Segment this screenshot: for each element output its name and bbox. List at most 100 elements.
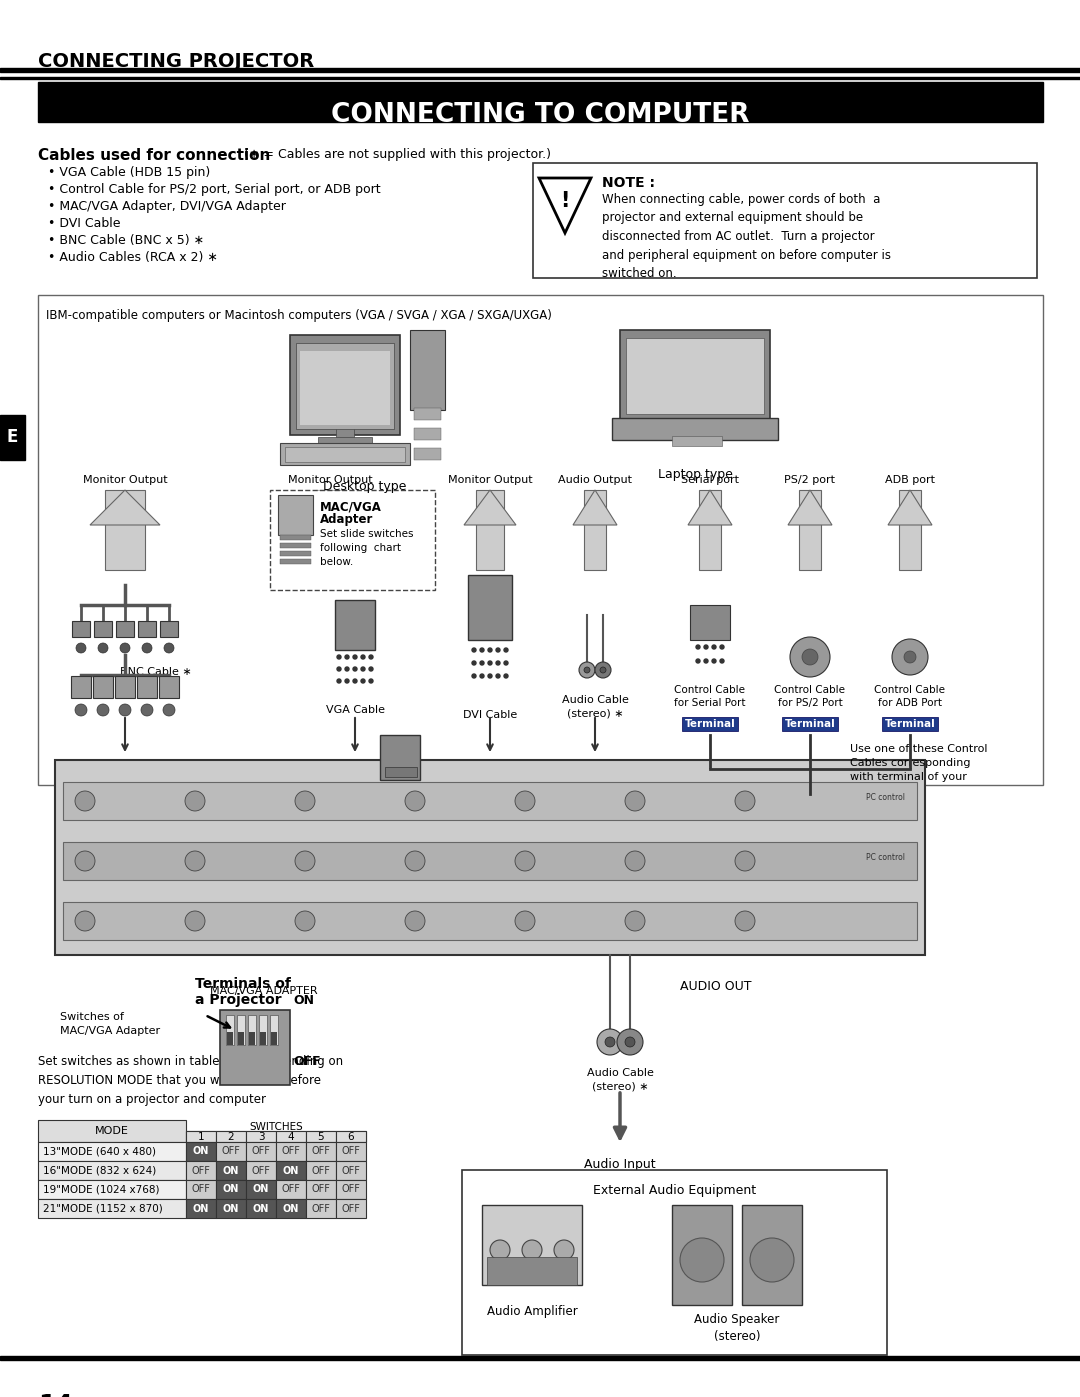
Circle shape — [337, 655, 341, 659]
Bar — [216, 1199, 246, 1218]
Circle shape — [496, 673, 500, 678]
Circle shape — [490, 1241, 510, 1260]
Text: • MAC/VGA Adapter, DVI/VGA Adapter: • MAC/VGA Adapter, DVI/VGA Adapter — [48, 200, 286, 212]
Circle shape — [353, 679, 357, 683]
Circle shape — [735, 911, 755, 930]
Text: !: ! — [561, 191, 569, 211]
Circle shape — [295, 911, 315, 930]
Bar — [246, 1199, 276, 1218]
Circle shape — [185, 791, 205, 812]
Text: ON: ON — [222, 1203, 239, 1214]
Text: 4: 4 — [287, 1133, 295, 1143]
Text: OFF: OFF — [341, 1185, 361, 1194]
Circle shape — [345, 666, 349, 671]
Polygon shape — [303, 490, 356, 525]
Text: Monitor Output: Monitor Output — [287, 475, 373, 485]
Text: VGA Cable: VGA Cable — [325, 705, 384, 715]
Polygon shape — [788, 490, 832, 525]
Text: Cables used for connection: Cables used for connection — [38, 148, 270, 163]
Circle shape — [522, 1241, 542, 1260]
Circle shape — [496, 661, 500, 665]
Bar — [186, 1132, 366, 1141]
Circle shape — [141, 643, 152, 652]
Bar — [55, 760, 924, 956]
Polygon shape — [90, 490, 160, 525]
Text: Desktop type: Desktop type — [323, 481, 407, 493]
Text: 14: 14 — [38, 1393, 72, 1397]
Text: 19"MODE (1024 x768): 19"MODE (1024 x768) — [43, 1185, 160, 1194]
Bar — [226, 1016, 234, 1045]
Circle shape — [712, 659, 716, 664]
Bar — [681, 717, 738, 731]
Text: ON: ON — [253, 1185, 269, 1194]
Circle shape — [337, 679, 341, 683]
Bar — [0, 415, 25, 460]
Text: Audio Amplifier: Audio Amplifier — [487, 1305, 578, 1317]
Bar — [94, 622, 112, 637]
Text: 6: 6 — [348, 1133, 354, 1143]
Bar — [259, 1016, 267, 1045]
Text: 5: 5 — [318, 1133, 324, 1143]
Text: OFF: OFF — [311, 1147, 330, 1157]
Bar — [336, 1132, 366, 1141]
Bar — [63, 902, 917, 940]
Bar — [105, 490, 145, 570]
Circle shape — [597, 1030, 623, 1055]
Bar — [672, 1206, 732, 1305]
Text: ON: ON — [193, 1203, 210, 1214]
Bar — [384, 767, 417, 777]
Bar — [38, 1180, 186, 1199]
Text: Audio Input: Audio Input — [584, 1158, 656, 1171]
Circle shape — [405, 851, 426, 870]
Bar — [260, 1032, 266, 1045]
Bar — [699, 490, 721, 570]
Bar — [336, 427, 354, 440]
Text: IBM-compatible computers or Macintosh computers (VGA / SVGA / XGA / SXGA/UXGA): IBM-compatible computers or Macintosh co… — [46, 309, 552, 321]
Text: ON: ON — [193, 1147, 210, 1157]
Polygon shape — [573, 490, 617, 525]
Bar — [246, 1180, 276, 1199]
Circle shape — [353, 655, 357, 659]
Circle shape — [696, 645, 700, 650]
Circle shape — [164, 643, 174, 652]
Circle shape — [554, 1241, 573, 1260]
Circle shape — [119, 704, 131, 717]
Text: OFF: OFF — [341, 1165, 361, 1175]
Circle shape — [75, 851, 95, 870]
Text: MAC/VGA ADAPTER: MAC/VGA ADAPTER — [210, 986, 318, 996]
Circle shape — [163, 704, 175, 717]
Circle shape — [480, 648, 484, 652]
Bar — [882, 717, 939, 731]
Bar — [306, 1161, 336, 1180]
Text: Switches of
MAC/VGA Adapter: Switches of MAC/VGA Adapter — [60, 1011, 160, 1037]
Text: 13"MODE (640 x 480): 13"MODE (640 x 480) — [43, 1147, 156, 1157]
Text: DVI/VGA
Adapter: DVI/VGA Adapter — [377, 798, 423, 821]
Bar — [414, 408, 441, 420]
Bar — [114, 676, 135, 698]
Text: MODE: MODE — [95, 1126, 129, 1136]
Text: Control Cable
for Serial Port: Control Cable for Serial Port — [674, 685, 746, 708]
Circle shape — [480, 673, 484, 678]
Text: OFF: OFF — [341, 1147, 361, 1157]
Text: OFF: OFF — [311, 1185, 330, 1194]
Circle shape — [712, 645, 716, 650]
Bar — [476, 490, 504, 570]
Circle shape — [472, 661, 476, 665]
Bar — [782, 717, 838, 731]
Circle shape — [405, 791, 426, 812]
Bar — [296, 344, 394, 429]
Bar — [280, 559, 311, 564]
Bar — [620, 330, 770, 420]
Circle shape — [353, 666, 357, 671]
Polygon shape — [688, 490, 732, 525]
Bar — [186, 1161, 216, 1180]
Text: 2: 2 — [228, 1133, 234, 1143]
Text: OFF: OFF — [311, 1165, 330, 1175]
Bar — [690, 605, 730, 640]
Circle shape — [488, 673, 492, 678]
Text: External Audio Equipment: External Audio Equipment — [593, 1185, 756, 1197]
Polygon shape — [888, 490, 932, 525]
Bar — [285, 447, 405, 462]
Bar — [271, 1032, 276, 1045]
Circle shape — [337, 666, 341, 671]
